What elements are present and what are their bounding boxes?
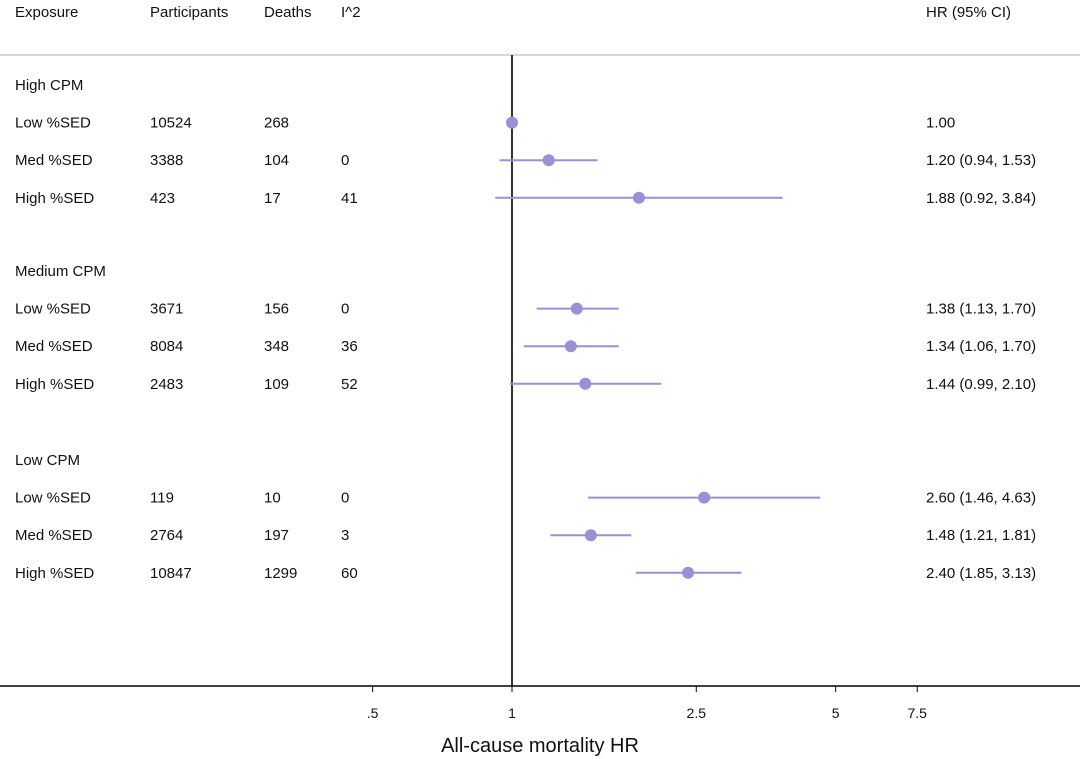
header-deaths: Deaths bbox=[264, 4, 312, 21]
row-deaths: 197 bbox=[264, 527, 289, 544]
row-hr-ci: 1.38 (1.13, 1.70) bbox=[926, 301, 1036, 318]
header-hr: HR (95% CI) bbox=[926, 4, 1011, 21]
header-participants: Participants bbox=[150, 4, 228, 21]
hr-point bbox=[570, 302, 583, 315]
header-exposure: Exposure bbox=[15, 4, 78, 21]
row-deaths: 348 bbox=[264, 338, 289, 355]
row-i2: 0 bbox=[341, 490, 349, 507]
x-tick-label: 7.5 bbox=[907, 705, 927, 721]
row-exposure: Low %SED bbox=[15, 301, 91, 318]
row-i2: 0 bbox=[341, 301, 349, 318]
row-participants: 2764 bbox=[150, 527, 183, 544]
row-exposure: High %SED bbox=[15, 190, 94, 207]
row-participants: 3388 bbox=[150, 152, 183, 169]
row-hr-ci: 2.40 (1.85, 3.13) bbox=[926, 565, 1036, 582]
row-deaths: 10 bbox=[264, 490, 281, 507]
x-tick-label: .5 bbox=[367, 705, 379, 721]
row-deaths: 268 bbox=[264, 115, 289, 132]
row-participants: 3671 bbox=[150, 301, 183, 318]
row-participants: 423 bbox=[150, 190, 175, 207]
row-exposure: Low %SED bbox=[15, 115, 91, 132]
row-hr-ci: 1.48 (1.21, 1.81) bbox=[926, 527, 1036, 544]
row-i2: 36 bbox=[341, 338, 358, 355]
group-label: Medium CPM bbox=[15, 263, 106, 280]
x-tick-label: 1 bbox=[508, 705, 516, 721]
row-participants: 10524 bbox=[150, 115, 192, 132]
row-exposure: High %SED bbox=[15, 565, 94, 582]
row-hr-ci: 2.60 (1.46, 4.63) bbox=[926, 490, 1036, 507]
row-i2: 52 bbox=[341, 376, 358, 393]
x-tick-label: 5 bbox=[832, 705, 840, 721]
row-exposure: Med %SED bbox=[15, 338, 93, 355]
row-deaths: 1299 bbox=[264, 565, 297, 582]
x-tick-label: 2.5 bbox=[687, 705, 707, 721]
hr-point bbox=[579, 377, 592, 390]
row-participants: 8084 bbox=[150, 338, 183, 355]
hr-point bbox=[698, 491, 711, 504]
row-i2: 41 bbox=[341, 190, 358, 207]
row-deaths: 17 bbox=[264, 190, 281, 207]
row-exposure: Med %SED bbox=[15, 527, 93, 544]
row-hr-ci: 1.44 (0.99, 2.10) bbox=[926, 376, 1036, 393]
row-i2: 3 bbox=[341, 527, 349, 544]
hr-point bbox=[506, 116, 518, 129]
row-participants: 119 bbox=[150, 490, 174, 507]
row-hr-ci: 1.00 bbox=[926, 115, 955, 132]
hr-point bbox=[542, 154, 555, 167]
header-i2: I^2 bbox=[341, 4, 361, 21]
row-i2: 60 bbox=[341, 565, 358, 582]
row-exposure: Low %SED bbox=[15, 490, 91, 507]
hr-point bbox=[584, 529, 597, 542]
hr-point bbox=[564, 340, 577, 353]
row-hr-ci: 1.88 (0.92, 3.84) bbox=[926, 190, 1036, 207]
row-hr-ci: 1.20 (0.94, 1.53) bbox=[926, 152, 1036, 169]
row-deaths: 109 bbox=[264, 376, 289, 393]
row-hr-ci: 1.34 (1.06, 1.70) bbox=[926, 338, 1036, 355]
row-participants: 10847 bbox=[150, 565, 192, 582]
group-label: Low CPM bbox=[15, 452, 80, 469]
hr-point bbox=[682, 566, 695, 579]
row-deaths: 156 bbox=[264, 301, 289, 318]
row-i2: 0 bbox=[341, 152, 349, 169]
row-participants: 2483 bbox=[150, 376, 183, 393]
group-label: High CPM bbox=[15, 77, 83, 94]
row-exposure: Med %SED bbox=[15, 152, 93, 169]
hr-point bbox=[632, 191, 645, 204]
row-deaths: 104 bbox=[264, 152, 289, 169]
row-exposure: High %SED bbox=[15, 376, 94, 393]
x-axis-ticks: .5 1 2.5 5 7.5 bbox=[367, 686, 927, 721]
rows-layer: High CPM Low %SED 10524 268 1.00 Med %SED 3388… bbox=[15, 77, 1036, 582]
x-axis-label: All-cause mortality HR bbox=[441, 735, 639, 757]
